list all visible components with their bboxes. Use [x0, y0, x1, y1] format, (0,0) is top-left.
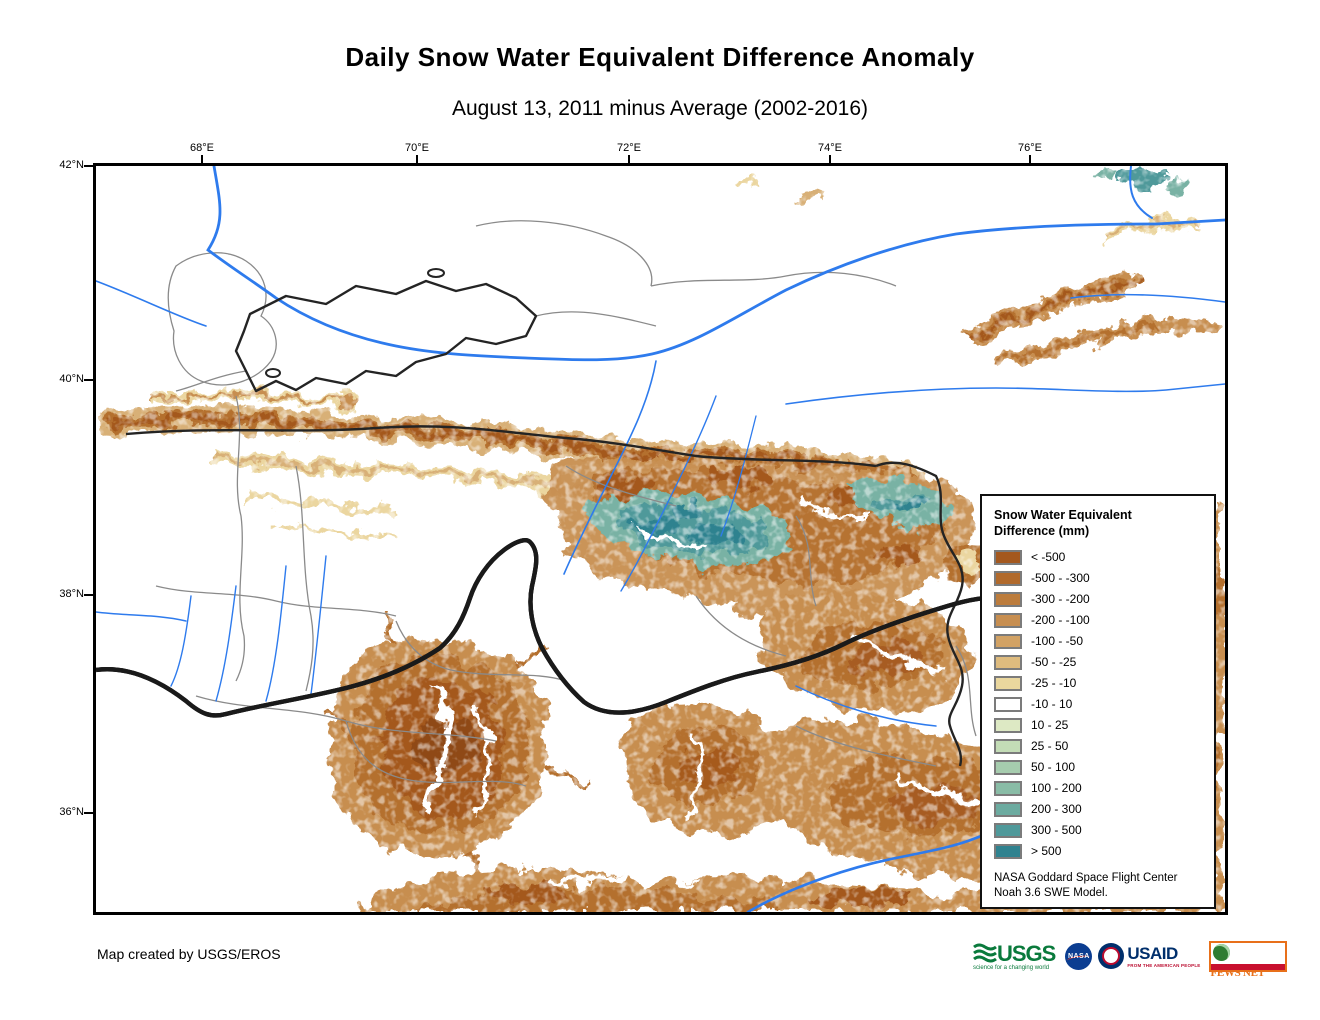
lon-tick	[1029, 155, 1031, 164]
logo-bar: USGS science for a changing world NASA U…	[973, 939, 1287, 979]
legend-swatch	[994, 612, 1022, 628]
lon-tick-label: 70°E	[405, 142, 429, 154]
legend-swatch	[994, 822, 1022, 838]
fewsnet-logo-text: FEWS NET	[1210, 966, 1265, 979]
usaid-emblem-icon	[1098, 943, 1125, 969]
legend-row: -300 - -200	[994, 589, 1204, 610]
legend-swatch	[994, 738, 1022, 754]
lon-tick-label: 74°E	[818, 142, 842, 154]
fewsnet-red-bar	[1210, 963, 1285, 970]
legend-row: -10 - 10	[994, 694, 1204, 715]
fewsnet-logo: FEWS NET	[1208, 940, 1287, 979]
legend-row: 300 - 500	[994, 820, 1204, 841]
usaid-tagline: FROM THE AMERICAN PEOPLE	[1127, 962, 1201, 968]
lat-tick	[84, 379, 93, 381]
legend: Snow Water Equivalent Difference (mm) < …	[980, 494, 1216, 909]
fewsnet-globe-icon	[1212, 943, 1230, 961]
legend-swatch	[994, 654, 1022, 670]
legend-label: 200 - 300	[1031, 802, 1082, 816]
lon-tick-label: 72°E	[617, 142, 641, 154]
legend-row: < -500	[994, 547, 1204, 568]
lat-tick-label: 42°N	[59, 159, 84, 171]
legend-swatch	[994, 759, 1022, 775]
legend-row: 10 - 25	[994, 715, 1204, 736]
legend-swatch	[994, 591, 1022, 607]
legend-label: -500 - -300	[1031, 571, 1090, 585]
legend-label: -50 - -25	[1031, 655, 1077, 669]
map: Snow Water Equivalent Difference (mm) < …	[93, 163, 1228, 915]
legend-row: -500 - -300	[994, 568, 1204, 589]
lat-tick	[84, 594, 93, 596]
lon-tick	[201, 155, 203, 164]
legend-source-note: NASA Goddard Space Flight Center Noah 3.…	[994, 871, 1178, 900]
nasa-logo-text: NASA	[1067, 952, 1090, 960]
legend-swatch	[994, 633, 1022, 649]
legend-row: -100 - -50	[994, 631, 1204, 652]
nasa-logo: NASA	[1065, 942, 1093, 970]
legend-rows: < -500 -500 - -300 -300 - -200 -200 - -100 -…	[994, 547, 1204, 862]
legend-row: 100 - 200	[994, 778, 1204, 799]
subtitle: August 13, 2011 minus Average (2002-2016…	[451, 97, 868, 120]
legend-label: 300 - 500	[1031, 823, 1082, 837]
legend-row: -25 - -10	[994, 673, 1204, 694]
lon-tick-label: 76°E	[1018, 142, 1042, 154]
legend-label: 25 - 50	[1031, 739, 1069, 753]
usgs-wave-icon	[973, 943, 997, 962]
legend-label: > 500	[1031, 844, 1062, 858]
legend-row: -50 - -25	[994, 652, 1204, 673]
legend-swatch	[994, 675, 1022, 691]
legend-label: -300 - -200	[1031, 592, 1090, 606]
legend-label: -25 - -10	[1031, 676, 1077, 690]
lat-tick-label: 38°N	[59, 588, 84, 600]
legend-row: 200 - 300	[994, 799, 1204, 820]
legend-label: 50 - 100	[1031, 760, 1076, 774]
lon-tick	[829, 155, 831, 164]
usgs-logo-text: USGS	[997, 940, 1056, 966]
lat-tick	[84, 812, 93, 814]
lat-tick	[84, 165, 93, 167]
legend-swatch	[994, 570, 1022, 586]
legend-swatch	[994, 717, 1022, 733]
legend-row: > 500	[994, 841, 1204, 862]
legend-label: < -500	[1031, 550, 1066, 564]
credit-text: Map created by USGS/EROS	[97, 946, 281, 962]
legend-label: 100 - 200	[1031, 781, 1082, 795]
legend-row: -200 - -100	[994, 610, 1204, 631]
rivers	[96, 166, 1225, 912]
usgs-tagline: science for a changing world	[973, 964, 1050, 971]
lat-tick-label: 40°N	[59, 373, 84, 385]
usaid-logo-text: USAID	[1127, 943, 1178, 963]
lat-tick-label: 36°N	[59, 806, 84, 818]
legend-title: Snow Water Equivalent Difference (mm)	[994, 508, 1132, 539]
lon-tick-label: 68°E	[190, 142, 214, 154]
legend-label: 10 - 25	[1031, 718, 1069, 732]
usgs-logo: USGS science for a changing world	[973, 940, 1056, 971]
legend-swatch	[994, 801, 1022, 817]
legend-swatch	[994, 549, 1022, 565]
legend-swatch	[994, 780, 1022, 796]
admin-borders	[155, 220, 977, 787]
legend-label: -200 - -100	[1031, 613, 1090, 627]
legend-row: 50 - 100	[994, 757, 1204, 778]
legend-swatch	[994, 843, 1022, 859]
legend-label: -100 - -50	[1031, 634, 1084, 648]
lon-tick	[416, 155, 418, 164]
usaid-logo: USAID FROM THE AMERICAN PEOPLE	[1098, 943, 1200, 969]
lon-tick	[628, 155, 630, 164]
legend-label: -10 - 10	[1031, 697, 1073, 711]
legend-swatch	[994, 696, 1022, 712]
legend-row: 25 - 50	[994, 736, 1204, 757]
page-title: Daily Snow Water Equivalent Difference A…	[345, 42, 975, 72]
